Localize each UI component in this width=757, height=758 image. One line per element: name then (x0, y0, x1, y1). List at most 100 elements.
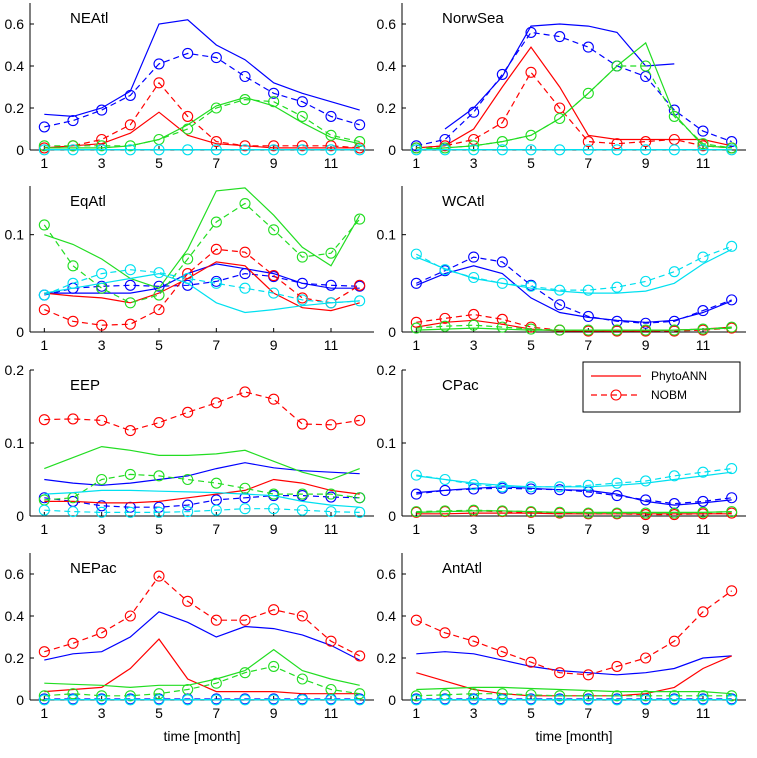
marker (354, 506, 366, 518)
y-tick-label: 0 (388, 142, 396, 158)
marker (210, 614, 222, 626)
marker (325, 419, 337, 431)
marker (554, 31, 566, 43)
marker (496, 277, 508, 289)
marker (325, 635, 337, 647)
marker (268, 488, 280, 500)
marker (182, 144, 194, 156)
marker (697, 138, 709, 150)
y-tick-label: 0 (16, 324, 24, 340)
marker (153, 688, 165, 700)
marker (697, 251, 709, 263)
marker (697, 144, 709, 156)
marker (668, 690, 680, 702)
x-tick-label: 3 (470, 155, 478, 171)
marker (124, 690, 136, 702)
marker (697, 606, 709, 618)
legend-box (582, 361, 741, 413)
marker (439, 627, 451, 639)
marker (726, 144, 738, 156)
series-line (44, 611, 360, 661)
marker (124, 297, 136, 309)
marker (96, 690, 108, 702)
marker (468, 504, 480, 516)
marker (354, 213, 366, 225)
x-tick-label: 9 (642, 521, 650, 537)
marker (582, 87, 594, 99)
x-tick-label: 5 (527, 337, 535, 353)
series-line (44, 445, 360, 481)
x-tick-label: 3 (470, 337, 478, 353)
marker (468, 694, 480, 706)
marker (325, 247, 337, 259)
marker (96, 140, 108, 152)
series-line (44, 272, 360, 314)
marker (554, 484, 566, 496)
series-line (44, 575, 360, 657)
x-tick-label: 11 (696, 521, 711, 537)
marker (640, 275, 652, 287)
marker (210, 243, 222, 255)
marker (496, 68, 508, 80)
marker (67, 688, 79, 700)
y-tick-label: 0.6 (5, 16, 25, 32)
marker (325, 110, 337, 122)
marker (182, 272, 194, 285)
x-tick-label: 11 (324, 337, 339, 353)
marker (726, 492, 738, 504)
series-line (44, 665, 360, 697)
marker (67, 115, 79, 127)
marker (38, 140, 50, 152)
y-tick-label: 0.6 (377, 16, 397, 32)
marker (325, 506, 337, 518)
marker (525, 694, 537, 706)
x-tick-label: 7 (584, 155, 592, 171)
marker (296, 610, 308, 622)
marker (239, 694, 251, 706)
marker (354, 144, 366, 156)
series-line (44, 111, 360, 149)
marker (296, 144, 308, 156)
marker (468, 144, 480, 156)
marker (268, 393, 280, 405)
marker (611, 490, 623, 502)
marker (439, 694, 451, 706)
marker (239, 268, 251, 280)
x-tick-label: 7 (212, 521, 220, 537)
x-tick-label: 5 (155, 705, 163, 721)
marker (38, 304, 50, 316)
marker (124, 264, 136, 276)
marker (439, 144, 451, 156)
marker (268, 503, 280, 515)
marker (296, 694, 308, 706)
marker (67, 140, 79, 152)
marker (268, 604, 280, 616)
marker (496, 313, 508, 325)
x-tick-label: 1 (412, 705, 420, 721)
marker (67, 260, 79, 272)
marker (296, 110, 308, 122)
marker (153, 417, 165, 429)
y-tick-label: 0.2 (377, 100, 397, 116)
marker (210, 144, 222, 156)
marker (38, 144, 50, 156)
series-line (44, 462, 360, 486)
x-tick-label: 5 (527, 705, 535, 721)
panel-title: NorwSea (442, 10, 504, 27)
marker (239, 482, 251, 494)
marker (410, 694, 422, 706)
x-tick-label: 1 (40, 337, 48, 353)
marker (239, 94, 251, 106)
marker (611, 694, 623, 706)
marker (182, 123, 194, 135)
x-axis-label: time [month] (163, 728, 240, 744)
marker (468, 140, 480, 152)
x-tick-label: 11 (324, 155, 339, 171)
y-tick-label: 0 (388, 508, 396, 524)
y-tick-label: 0.4 (5, 58, 25, 74)
marker (124, 425, 136, 437)
marker (697, 495, 709, 507)
marker (611, 477, 623, 489)
marker (439, 320, 451, 332)
